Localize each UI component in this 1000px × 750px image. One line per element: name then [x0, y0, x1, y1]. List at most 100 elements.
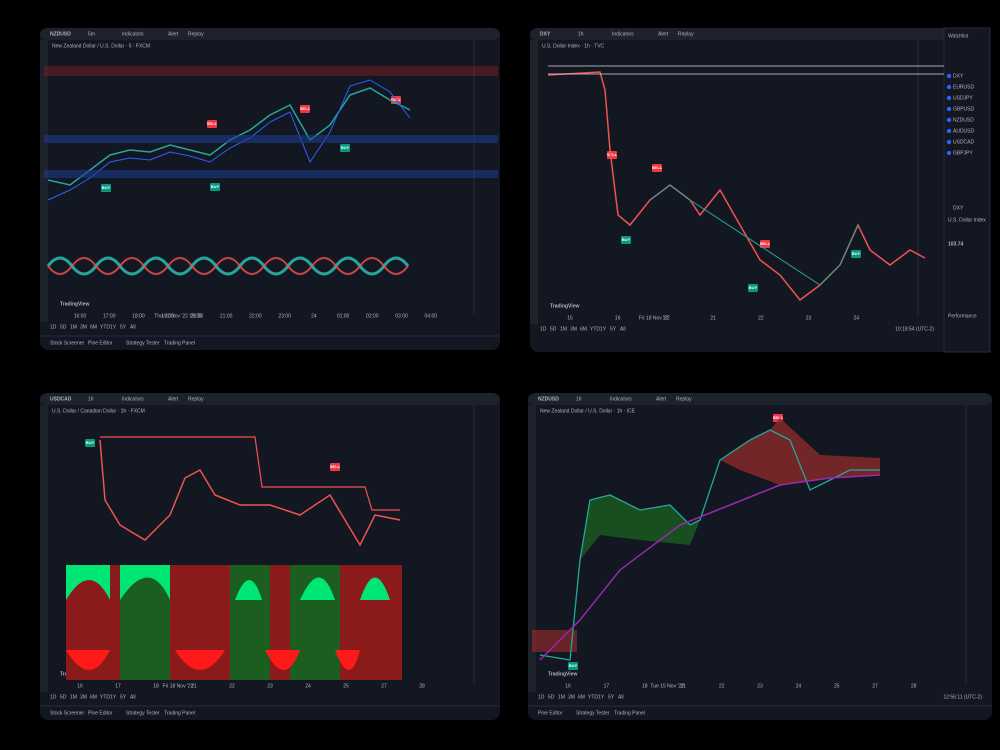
range-button[interactable]: 1Y: [110, 694, 117, 700]
interval[interactable]: 5m: [88, 31, 95, 37]
panel-bg: [530, 28, 990, 352]
indicators-button[interactable]: Indicators: [122, 31, 144, 37]
watermark: TradingView: [550, 303, 579, 309]
range-button[interactable]: 5D: [60, 694, 67, 700]
time-label: 24: [311, 313, 317, 319]
range-button[interactable]: 1D: [50, 694, 57, 700]
bottom-tab[interactable]: Stock Screener: [50, 710, 85, 716]
range-button[interactable]: 3M: [80, 694, 87, 700]
range-button[interactable]: 6M: [578, 694, 585, 700]
range-button[interactable]: 1D: [540, 326, 547, 332]
top-toolbar: [40, 393, 500, 405]
bottom-tab[interactable]: Strategy Tester: [126, 710, 160, 716]
cloud: [720, 418, 880, 485]
range-button[interactable]: 1D: [50, 324, 57, 330]
symbol[interactable]: NZDUSD: [50, 31, 71, 37]
symbol[interactable]: DXY: [540, 31, 551, 37]
range-button[interactable]: 6M: [90, 324, 97, 330]
range-button[interactable]: All: [620, 326, 626, 332]
price-line: [539, 429, 880, 661]
range-button[interactable]: 3M: [80, 324, 87, 330]
range-button[interactable]: 1M: [70, 324, 77, 330]
range-button[interactable]: 5Y: [608, 694, 615, 700]
time-label: 01:00: [337, 313, 350, 319]
replay-button[interactable]: Replay: [188, 396, 204, 402]
time-label: 15: [567, 315, 573, 321]
bottom-tab[interactable]: Stock Screener: [50, 340, 85, 346]
watchlist-item[interactable]: USDCAD: [953, 139, 975, 145]
watchlist-item[interactable]: NZDUSD: [953, 117, 974, 123]
chart-title: U.S. Dollar Index · 1h · TVC: [542, 43, 605, 49]
signal-badge: [621, 236, 631, 244]
range-button[interactable]: All: [130, 694, 136, 700]
range-button[interactable]: 5Y: [610, 326, 617, 332]
range-button[interactable]: YTD: [590, 326, 600, 332]
watchlist-item[interactable]: DXY: [953, 73, 964, 79]
time-label: 28: [911, 683, 917, 689]
range-button[interactable]: 5Y: [120, 324, 127, 330]
replay-button[interactable]: Replay: [678, 31, 694, 37]
detail-name: U.S. Dollar Index: [948, 217, 986, 223]
bottom-tab[interactable]: Trading Panel: [614, 710, 645, 716]
range-button[interactable]: 5D: [550, 326, 557, 332]
bottom-tab[interactable]: Strategy Tester: [576, 710, 610, 716]
range-button[interactable]: 3M: [568, 694, 575, 700]
time-label: 22: [719, 683, 725, 689]
alert-button[interactable]: Alert: [168, 396, 179, 402]
range-button[interactable]: 1Y: [110, 324, 117, 330]
watchlist-item[interactable]: EURUSD: [953, 84, 975, 90]
band-line: [47, 79, 411, 201]
range-button[interactable]: All: [130, 324, 136, 330]
replay-button[interactable]: Replay: [188, 31, 204, 37]
range-button[interactable]: 6M: [580, 326, 587, 332]
bottom-tab[interactable]: Pine Editor: [538, 710, 563, 716]
range-button[interactable]: YTD: [100, 324, 110, 330]
bottom-tab[interactable]: Strategy Tester: [126, 340, 160, 346]
range-button[interactable]: 1Y: [598, 694, 605, 700]
range-button[interactable]: 1M: [560, 326, 567, 332]
signal-badge: [207, 120, 217, 128]
interval[interactable]: 1h: [88, 396, 94, 402]
time-label: 17: [663, 315, 669, 321]
alert-button[interactable]: Alert: [168, 31, 179, 37]
indicators-button[interactable]: Indicators: [610, 396, 632, 402]
range-button[interactable]: All: [618, 694, 624, 700]
range-button[interactable]: 3M: [570, 326, 577, 332]
signal-label: BUY: [749, 285, 758, 290]
range-button[interactable]: 1Y: [600, 326, 607, 332]
range-button[interactable]: YTD: [100, 694, 110, 700]
bottom-tab[interactable]: Trading Panel: [164, 710, 195, 716]
watchlist-item[interactable]: USDJPY: [953, 95, 973, 101]
bottom-tab[interactable]: Pine Editor: [88, 340, 113, 346]
range-button[interactable]: 5D: [60, 324, 67, 330]
watchlist-item[interactable]: AUDUSD: [953, 128, 975, 134]
range-button[interactable]: 1D: [538, 694, 545, 700]
watchlist-item[interactable]: GBPUSD: [953, 106, 975, 112]
range-button[interactable]: 6M: [90, 694, 97, 700]
bottom-tab[interactable]: Pine Editor: [88, 710, 113, 716]
symbol[interactable]: USDCAD: [50, 396, 72, 402]
range-button[interactable]: 1M: [70, 694, 77, 700]
indicators-button[interactable]: Indicators: [122, 396, 144, 402]
watchlist-item[interactable]: GBPJPY: [953, 150, 973, 156]
interval[interactable]: 1h: [578, 31, 584, 37]
range-button[interactable]: 1M: [558, 694, 565, 700]
oscillator: [47, 257, 409, 275]
signal-badge: [210, 183, 220, 191]
range-button[interactable]: 5D: [548, 694, 555, 700]
bottom-tab[interactable]: Trading Panel: [164, 340, 195, 346]
symbol[interactable]: NZDUSD: [538, 396, 559, 402]
range-button[interactable]: YTD: [588, 694, 598, 700]
alert-button[interactable]: Alert: [656, 396, 667, 402]
indicators-button[interactable]: Indicators: [612, 31, 634, 37]
alert-button[interactable]: Alert: [658, 31, 669, 37]
time-label: 24: [796, 683, 802, 689]
replay-button[interactable]: Replay: [676, 396, 692, 402]
watchlist-title[interactable]: Watchlist: [948, 33, 969, 39]
signal-badge: [652, 164, 662, 172]
signal-badge: [340, 144, 350, 152]
panels: NZDUSD 5m Indicators Alert Replay New Zealand…: [40, 27, 992, 720]
interval[interactable]: 1h: [576, 396, 582, 402]
range-button[interactable]: 5Y: [120, 694, 127, 700]
oscillator-low: [66, 650, 360, 670]
